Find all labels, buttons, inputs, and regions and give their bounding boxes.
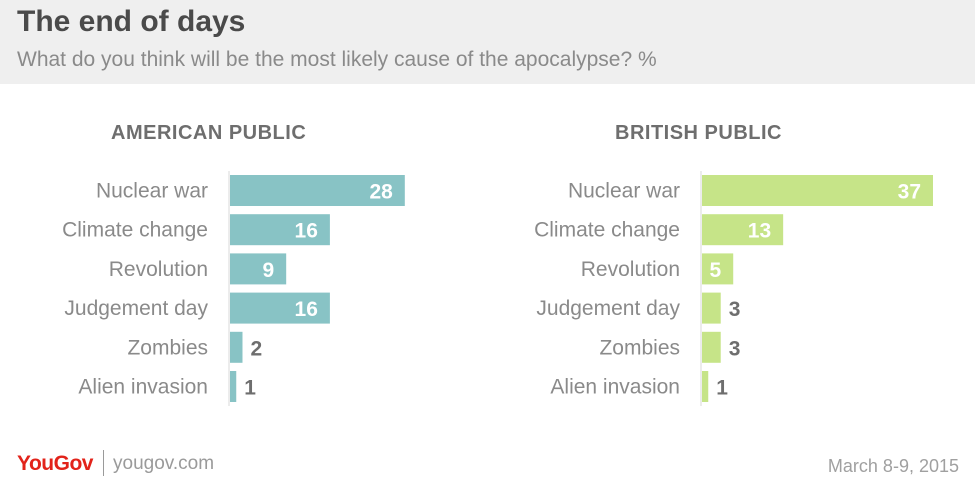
british-bar: [702, 253, 734, 285]
british-category-label: Judgement day: [536, 297, 680, 320]
american-category-label: Judgement day: [64, 297, 208, 320]
american-bar: [230, 175, 405, 206]
british-value-label: 13: [748, 220, 771, 243]
british-value-label: 37: [898, 181, 921, 204]
british-bar: [702, 175, 933, 206]
british-category-label: Nuclear war: [568, 180, 680, 203]
american-value-label: 2: [250, 337, 262, 360]
american-bar: [230, 214, 330, 246]
american-category-label: Revolution: [109, 258, 208, 281]
british-category-label: Revolution: [581, 258, 680, 281]
american-value-label: 28: [369, 181, 393, 204]
british-value-label: 5: [710, 259, 722, 282]
american-category-label: Climate change: [62, 219, 208, 242]
british-bar: [702, 292, 721, 324]
american-panel-title: AMERICAN PUBLIC: [111, 122, 307, 144]
american-value-label: 16: [295, 298, 318, 321]
footer-divider: [103, 450, 104, 476]
british-value-label: 3: [729, 298, 741, 321]
american-bar: [230, 371, 237, 402]
american-bar: [230, 292, 330, 324]
yougov-logo: YouGov: [17, 452, 93, 475]
chart-title: The end of days: [17, 5, 246, 38]
american-category-label: Alien invasion: [78, 376, 208, 399]
american-value-label: 9: [263, 259, 275, 282]
american-bar: [230, 331, 243, 363]
british-value-label: 1: [716, 377, 728, 400]
british-value-label: 3: [729, 337, 741, 360]
british-bar: [702, 371, 709, 402]
british-category-label: Zombies: [599, 336, 680, 359]
british-category-label: Alien invasion: [550, 376, 680, 399]
british-bar: [702, 214, 784, 246]
american-bar: [230, 253, 287, 285]
american-category-label: Zombies: [127, 336, 208, 359]
british-panel-title: BRITISH PUBLIC: [615, 122, 782, 144]
footer-site: yougov.com: [113, 453, 215, 474]
american-value-label: 16: [295, 220, 318, 243]
american-category-label: Nuclear war: [96, 180, 208, 203]
british-category-label: Climate change: [534, 219, 680, 242]
header-band: The end of days What do you think will b…: [0, 0, 975, 84]
chart-subtitle: What do you think will be the most likel…: [17, 48, 657, 71]
british-bar: [702, 331, 721, 363]
american-value-label: 1: [244, 377, 256, 400]
survey-date: March 8-9, 2015: [827, 456, 959, 476]
